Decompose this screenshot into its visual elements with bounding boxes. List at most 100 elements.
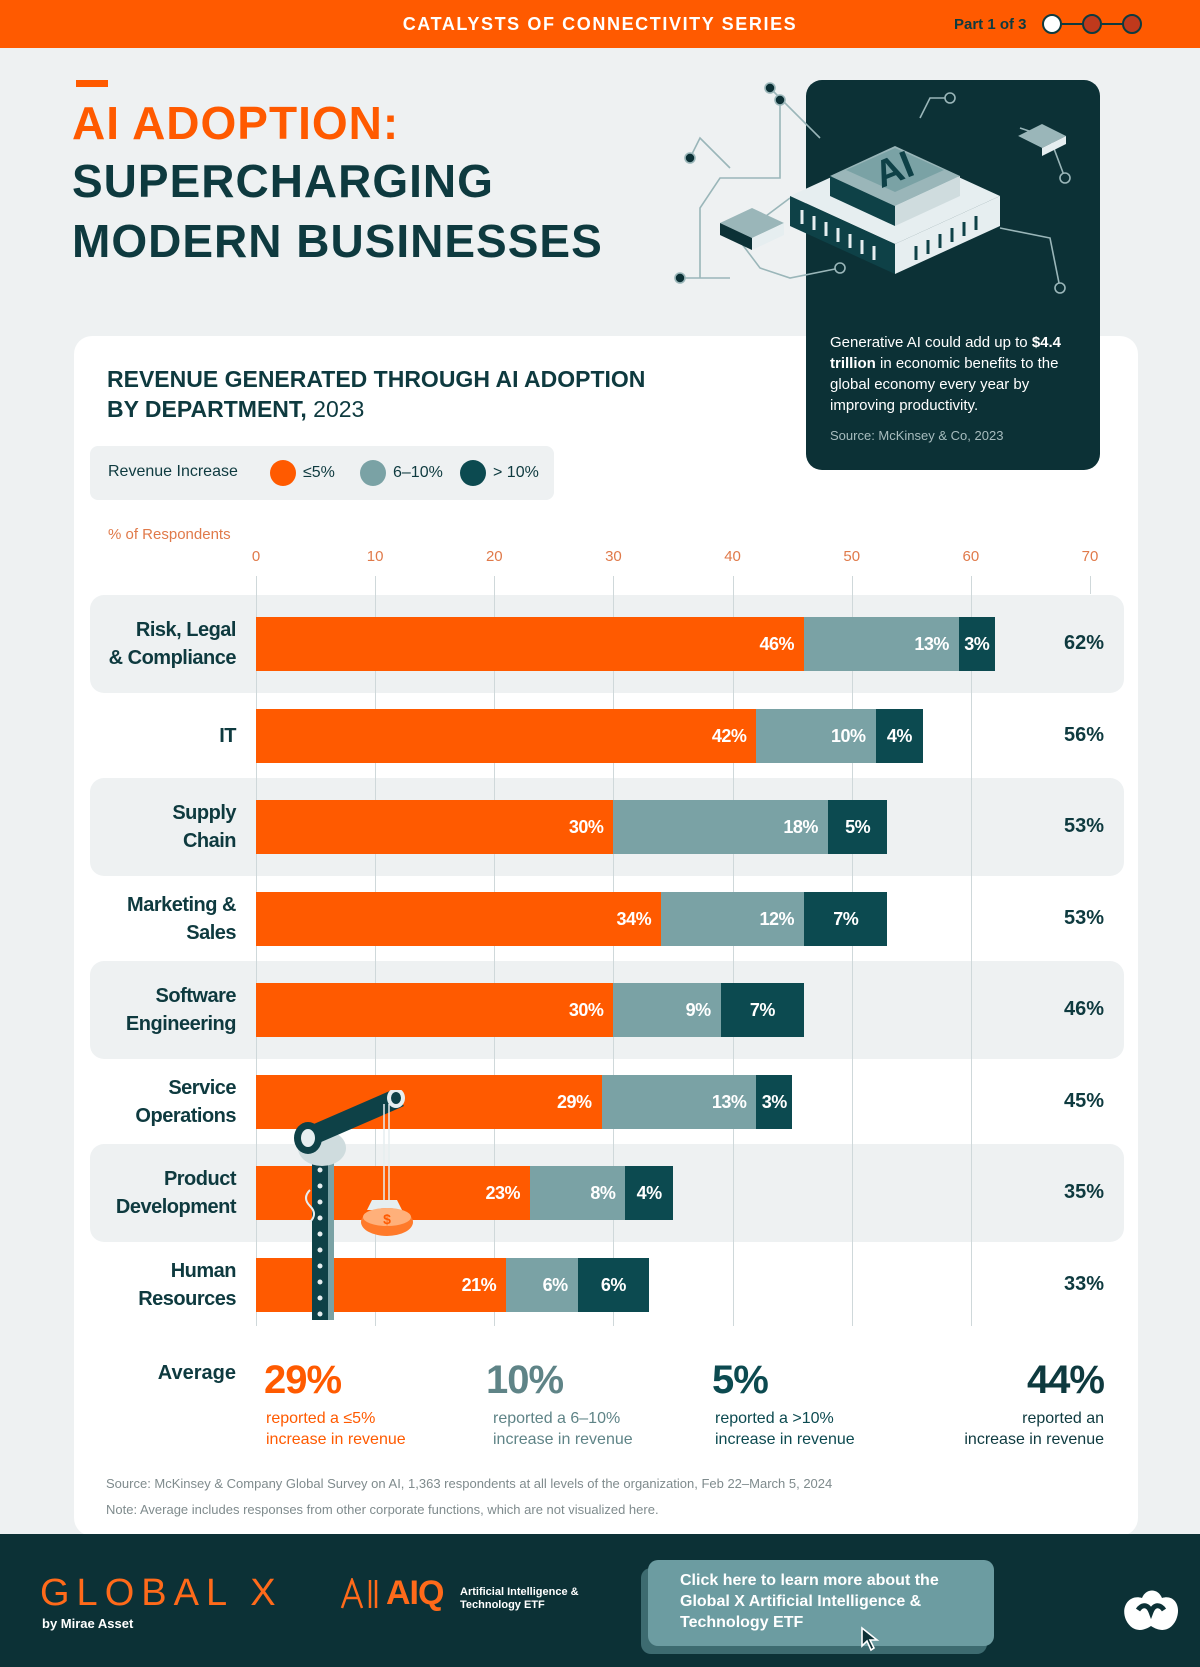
bar-value-label: 8% xyxy=(590,1183,616,1203)
category-label: Product Development xyxy=(115,1168,237,1218)
bar-value-label: 12% xyxy=(759,908,795,929)
bar-segment xyxy=(625,1166,673,1220)
series-title: CATALYSTS OF CONNECTIVITY SERIES xyxy=(402,14,798,34)
aiq-logo-icon xyxy=(340,1578,378,1609)
bar-value-label: 3% xyxy=(964,634,990,654)
bar-value-label: 23% xyxy=(485,1183,521,1203)
x-axis-label: % of Respondents xyxy=(108,526,231,543)
brand-subtitle: by Mirae Asset xyxy=(42,1616,134,1631)
callout-source: Source: McKinsey & Co, 2023 xyxy=(830,428,1004,443)
bar-segment xyxy=(827,800,888,854)
average-total-desc: reported an increase in revenue xyxy=(964,1410,1104,1448)
bar-value-label: 9% xyxy=(685,1000,712,1020)
bar-value-label: 5% xyxy=(845,817,871,837)
bar-value-label: 6% xyxy=(600,1274,627,1295)
bar-value-label: 42% xyxy=(711,725,747,746)
bar-segment xyxy=(506,1257,578,1312)
source-note: Source: McKinsey & Company Global Survey… xyxy=(106,1476,833,1491)
bar-value-label: 7% xyxy=(749,1000,776,1020)
bar-value-label: 34% xyxy=(616,908,652,929)
svg-text:$: $ xyxy=(383,1211,391,1227)
total-label: 53% xyxy=(1063,815,1104,837)
total-label: 35% xyxy=(1063,1181,1104,1203)
aiq-fund-name: Artificial Intelligence & Technology ETF xyxy=(460,1586,579,1611)
legend-item-high: > 10% xyxy=(493,464,539,481)
footnote: Note: Average includes responses from ot… xyxy=(106,1502,659,1517)
series-banner xyxy=(0,0,1200,48)
bar-segment xyxy=(756,708,876,763)
footer xyxy=(0,1534,1200,1667)
total-label: 46% xyxy=(1063,998,1104,1020)
page-title-line-3: MODERN BUSINESSES xyxy=(72,215,603,267)
average-mid-value: 10% xyxy=(486,1358,564,1402)
part-connector xyxy=(1102,23,1132,25)
title-accent xyxy=(76,80,108,87)
callout-text: Generative AI could add up to $4.4 trill… xyxy=(830,334,1062,414)
bar-value-label: 46% xyxy=(759,634,795,654)
part-indicator-label: Part 1 of 3 xyxy=(954,16,1027,33)
bar-segment xyxy=(756,1074,793,1129)
bar-segment xyxy=(256,708,757,763)
bar-value-label: 3% xyxy=(761,1091,788,1112)
grid-line xyxy=(851,576,853,1326)
average-low-desc: reported a ≤5% increase in revenue xyxy=(266,1410,406,1448)
bar-segment xyxy=(804,617,959,671)
bar-value-label: 30% xyxy=(568,1000,604,1020)
category-label: Marketing & Sales xyxy=(127,893,236,944)
bar-segment xyxy=(256,800,614,854)
crane-icon: $ xyxy=(294,1090,413,1320)
bar-value-label: 13% xyxy=(914,634,949,654)
x-tick-label: 60 xyxy=(962,548,980,565)
category-label: Supply Chain xyxy=(172,802,236,852)
bar-value-label: 30% xyxy=(568,817,604,837)
average-mid-desc: reported a 6–10% increase in revenue xyxy=(493,1410,633,1448)
x-tick-label: 0 xyxy=(251,548,261,565)
bar-segment xyxy=(720,983,805,1037)
global-x-logo[interactable]: GLOBAL X xyxy=(40,1572,283,1614)
bar-value-label: 13% xyxy=(711,1091,747,1112)
bar-segment xyxy=(256,891,662,946)
grid-line xyxy=(256,576,257,1326)
bar-segment xyxy=(256,1257,507,1312)
bar-segment xyxy=(256,617,805,671)
bar-segment xyxy=(804,891,888,946)
bar-segment xyxy=(530,1166,626,1220)
total-label: 56% xyxy=(1063,723,1104,746)
bar-segment xyxy=(613,800,828,854)
visual-capitalist-logo-icon[interactable] xyxy=(1120,1586,1182,1638)
x-tick-label: 70 xyxy=(1081,548,1099,565)
average-high-value: 5% xyxy=(712,1358,769,1402)
grid-line xyxy=(1090,576,1091,594)
bar-segment xyxy=(958,617,995,671)
category-label: Risk, Legal & Compliance xyxy=(108,619,237,669)
legend-swatch-mid xyxy=(360,460,386,486)
total-label: 45% xyxy=(1063,1089,1104,1112)
part-dot-3[interactable] xyxy=(1122,14,1142,34)
bar-value-label: 21% xyxy=(461,1274,497,1295)
category-label: Software Engineering xyxy=(125,985,237,1035)
grid-line xyxy=(494,576,496,1326)
total-label: 53% xyxy=(1063,906,1104,929)
grid-line xyxy=(375,576,377,1326)
part-dot-2[interactable] xyxy=(1082,14,1102,34)
category-label: Service Operations xyxy=(135,1076,236,1127)
part-dot-1[interactable] xyxy=(1042,14,1062,34)
total-label: 33% xyxy=(1063,1272,1104,1295)
total-label: 62% xyxy=(1063,632,1104,654)
x-tick-label: 50 xyxy=(843,548,861,565)
bar-segment xyxy=(661,891,805,946)
bar-value-label: 4% xyxy=(636,1183,663,1203)
bar-value-label: 10% xyxy=(831,725,866,746)
legend-swatch-low xyxy=(270,460,296,486)
legend-item-low: ≤5% xyxy=(303,464,335,481)
category-label: IT xyxy=(219,724,236,747)
aiq-ticker: AIQ xyxy=(386,1574,444,1612)
bar-segment xyxy=(256,983,614,1037)
average-low-value: 29% xyxy=(264,1358,342,1402)
x-tick-label: 20 xyxy=(485,548,503,565)
bar-segment xyxy=(577,1257,650,1312)
legend-swatch-high xyxy=(460,460,486,486)
learn-more-button[interactable]: Click here to learn more about the Globa… xyxy=(648,1560,994,1646)
bar-value-label: 29% xyxy=(556,1091,592,1112)
bar-value-label: 4% xyxy=(886,725,913,746)
